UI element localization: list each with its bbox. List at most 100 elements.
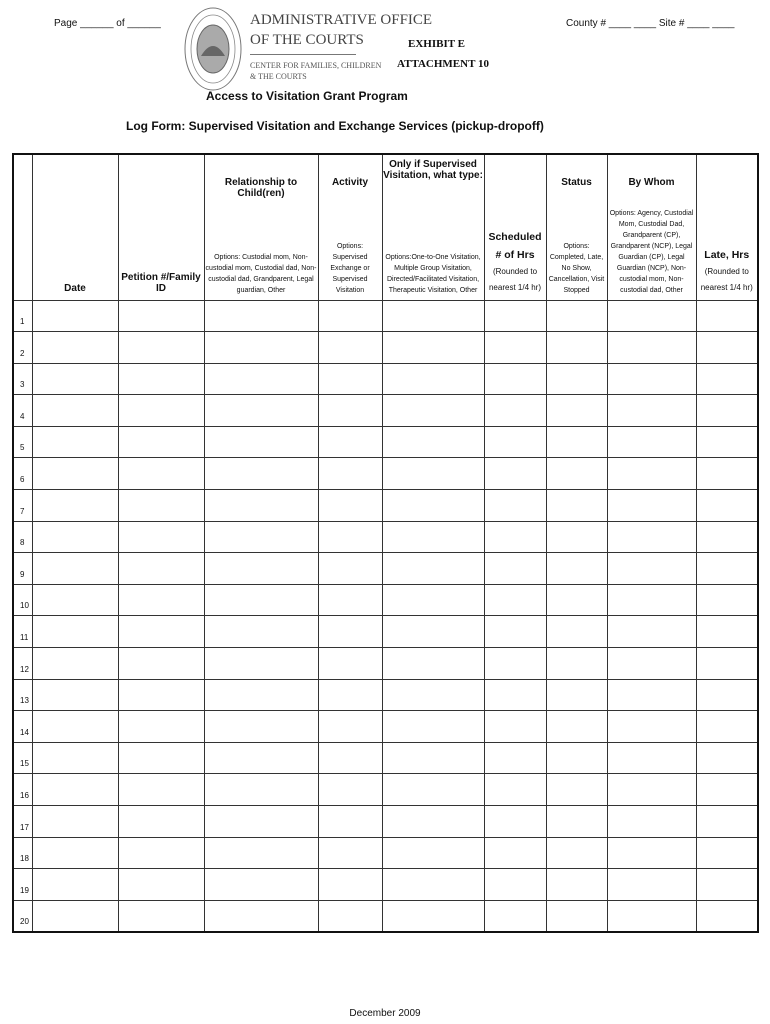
cell-late-hrs[interactable] <box>695 615 759 649</box>
cell-scheduled-hrs[interactable] <box>483 805 547 838</box>
cell-by-whom[interactable] <box>606 836 697 870</box>
cell-status[interactable] <box>545 583 608 617</box>
cell-date[interactable] <box>31 457 119 491</box>
cell-by-whom[interactable] <box>606 457 697 491</box>
cell-date[interactable] <box>31 583 119 617</box>
cell-status[interactable] <box>545 489 608 522</box>
cell-date[interactable] <box>31 773 119 806</box>
cell-by-whom[interactable] <box>606 805 697 838</box>
cell-by-whom[interactable] <box>606 647 697 680</box>
cell-petition-family-id[interactable] <box>117 836 205 870</box>
cell-late-hrs[interactable] <box>695 331 759 364</box>
cell-visitation-type[interactable] <box>381 457 485 491</box>
cell-relationship[interactable] <box>203 394 319 427</box>
cell-date[interactable] <box>31 615 119 649</box>
cell-date[interactable] <box>31 710 119 743</box>
cell-scheduled-hrs[interactable] <box>483 868 547 901</box>
cell-status[interactable] <box>545 836 608 870</box>
cell-activity[interactable] <box>317 773 383 806</box>
cell-by-whom[interactable] <box>606 489 697 522</box>
cell-relationship[interactable] <box>203 899 319 933</box>
cell-relationship[interactable] <box>203 710 319 743</box>
cell-relationship[interactable] <box>203 331 319 364</box>
cell-status[interactable] <box>545 773 608 806</box>
cell-visitation-type[interactable] <box>381 773 485 806</box>
cell-late-hrs[interactable] <box>695 868 759 901</box>
cell-by-whom[interactable] <box>606 899 697 933</box>
cell-relationship[interactable] <box>203 457 319 491</box>
cell-by-whom[interactable] <box>606 552 697 585</box>
cell-visitation-type[interactable] <box>381 710 485 743</box>
cell-scheduled-hrs[interactable] <box>483 425 547 459</box>
cell-status[interactable] <box>545 457 608 491</box>
cell-by-whom[interactable] <box>606 394 697 427</box>
cell-date[interactable] <box>31 552 119 585</box>
cell-date[interactable] <box>31 394 119 427</box>
cell-date[interactable] <box>31 520 119 554</box>
cell-petition-family-id[interactable] <box>117 394 205 427</box>
cell-relationship[interactable] <box>203 836 319 870</box>
cell-late-hrs[interactable] <box>695 394 759 427</box>
cell-petition-family-id[interactable] <box>117 520 205 554</box>
cell-status[interactable] <box>545 520 608 554</box>
cell-visitation-type[interactable] <box>381 331 485 364</box>
cell-activity[interactable] <box>317 805 383 838</box>
cell-scheduled-hrs[interactable] <box>483 299 547 333</box>
cell-petition-family-id[interactable] <box>117 362 205 396</box>
cell-scheduled-hrs[interactable] <box>483 741 547 775</box>
cell-visitation-type[interactable] <box>381 520 485 554</box>
cell-petition-family-id[interactable] <box>117 868 205 901</box>
cell-visitation-type[interactable] <box>381 678 485 712</box>
cell-activity[interactable] <box>317 868 383 901</box>
cell-scheduled-hrs[interactable] <box>483 678 547 712</box>
cell-status[interactable] <box>545 362 608 396</box>
cell-relationship[interactable] <box>203 520 319 554</box>
cell-scheduled-hrs[interactable] <box>483 647 547 680</box>
cell-scheduled-hrs[interactable] <box>483 710 547 743</box>
cell-petition-family-id[interactable] <box>117 647 205 680</box>
cell-relationship[interactable] <box>203 425 319 459</box>
cell-status[interactable] <box>545 741 608 775</box>
cell-late-hrs[interactable] <box>695 899 759 933</box>
cell-late-hrs[interactable] <box>695 489 759 522</box>
cell-petition-family-id[interactable] <box>117 425 205 459</box>
cell-by-whom[interactable] <box>606 331 697 364</box>
cell-visitation-type[interactable] <box>381 583 485 617</box>
cell-by-whom[interactable] <box>606 868 697 901</box>
cell-petition-family-id[interactable] <box>117 805 205 838</box>
cell-relationship[interactable] <box>203 868 319 901</box>
cell-status[interactable] <box>545 394 608 427</box>
cell-visitation-type[interactable] <box>381 394 485 427</box>
cell-date[interactable] <box>31 868 119 901</box>
cell-by-whom[interactable] <box>606 678 697 712</box>
cell-relationship[interactable] <box>203 741 319 775</box>
cell-petition-family-id[interactable] <box>117 552 205 585</box>
cell-late-hrs[interactable] <box>695 836 759 870</box>
cell-scheduled-hrs[interactable] <box>483 394 547 427</box>
cell-by-whom[interactable] <box>606 299 697 333</box>
cell-late-hrs[interactable] <box>695 647 759 680</box>
cell-date[interactable] <box>31 331 119 364</box>
cell-by-whom[interactable] <box>606 583 697 617</box>
cell-activity[interactable] <box>317 678 383 712</box>
cell-activity[interactable] <box>317 489 383 522</box>
cell-late-hrs[interactable] <box>695 520 759 554</box>
cell-date[interactable] <box>31 899 119 933</box>
cell-late-hrs[interactable] <box>695 425 759 459</box>
cell-relationship[interactable] <box>203 362 319 396</box>
cell-activity[interactable] <box>317 710 383 743</box>
cell-visitation-type[interactable] <box>381 552 485 585</box>
cell-scheduled-hrs[interactable] <box>483 362 547 396</box>
cell-by-whom[interactable] <box>606 425 697 459</box>
cell-petition-family-id[interactable] <box>117 489 205 522</box>
cell-petition-family-id[interactable] <box>117 899 205 933</box>
cell-petition-family-id[interactable] <box>117 457 205 491</box>
cell-visitation-type[interactable] <box>381 836 485 870</box>
cell-date[interactable] <box>31 741 119 775</box>
cell-status[interactable] <box>545 868 608 901</box>
cell-petition-family-id[interactable] <box>117 615 205 649</box>
cell-late-hrs[interactable] <box>695 710 759 743</box>
cell-relationship[interactable] <box>203 489 319 522</box>
cell-late-hrs[interactable] <box>695 805 759 838</box>
cell-by-whom[interactable] <box>606 615 697 649</box>
